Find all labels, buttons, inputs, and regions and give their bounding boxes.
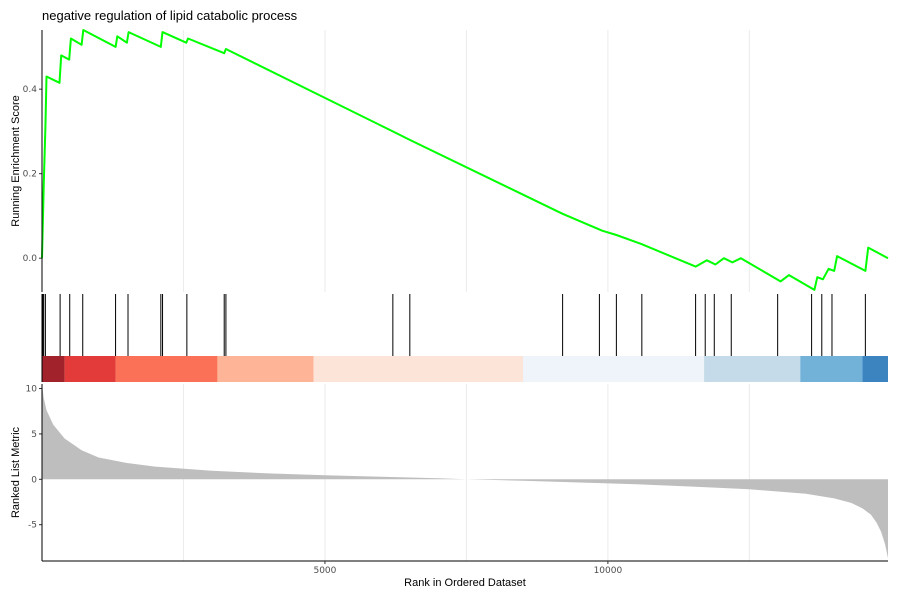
rank-ytick-label-3: -5 (28, 521, 37, 531)
rank-xtick-label-0: 5000 (313, 566, 336, 576)
ranked-metric-area (42, 384, 888, 559)
rank-xtick-label-1: 10000 (594, 566, 623, 576)
es-y-axis-label: Running Enrichment Score (10, 95, 22, 226)
chart-title: negative regulation of lipid catabolic p… (42, 8, 298, 23)
running-enrichment-line (41, 29, 889, 291)
rank-color-band-4 (313, 356, 524, 382)
rank-color-band-6 (704, 356, 801, 382)
rank-ytick-label-1: 5 (31, 430, 37, 440)
rank-color-band-1 (64, 356, 116, 382)
rank-color-band-5 (523, 356, 705, 382)
rank-color-band-8 (862, 356, 888, 382)
rank-color-band-7 (800, 356, 863, 382)
es-ytick-label-1: 0.2 (23, 170, 37, 180)
es-ytick-label-0: 0.0 (23, 254, 38, 264)
rank-ytick-label-2: 0 (31, 475, 37, 485)
rank-color-band-2 (115, 356, 218, 382)
rank-color-band-3 (217, 356, 314, 382)
rank-y-axis-label: Ranked List Metric (10, 426, 22, 518)
rank-ytick-label-0: 10 (26, 385, 38, 395)
x-axis-label: Rank in Ordered Dataset (404, 577, 526, 589)
es-ytick-label-2: 0.4 (23, 85, 38, 95)
rank-color-band-0 (42, 356, 65, 382)
